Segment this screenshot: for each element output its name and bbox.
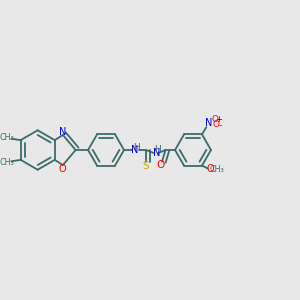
Text: CH₃: CH₃	[210, 165, 225, 174]
Text: O: O	[211, 115, 218, 124]
Text: N: N	[152, 148, 160, 158]
Text: O: O	[156, 160, 164, 170]
Text: O: O	[207, 164, 214, 174]
Text: N: N	[131, 145, 139, 155]
Text: S: S	[143, 161, 149, 171]
Text: CH₃: CH₃	[0, 133, 14, 142]
Text: CH₃: CH₃	[0, 158, 14, 167]
Text: -: -	[218, 120, 222, 130]
Text: +: +	[215, 116, 222, 124]
Text: O: O	[212, 120, 219, 129]
Text: N: N	[59, 127, 67, 137]
Text: N: N	[205, 118, 212, 128]
Text: H: H	[134, 142, 140, 152]
Text: O: O	[58, 164, 66, 174]
Text: H: H	[154, 146, 161, 154]
